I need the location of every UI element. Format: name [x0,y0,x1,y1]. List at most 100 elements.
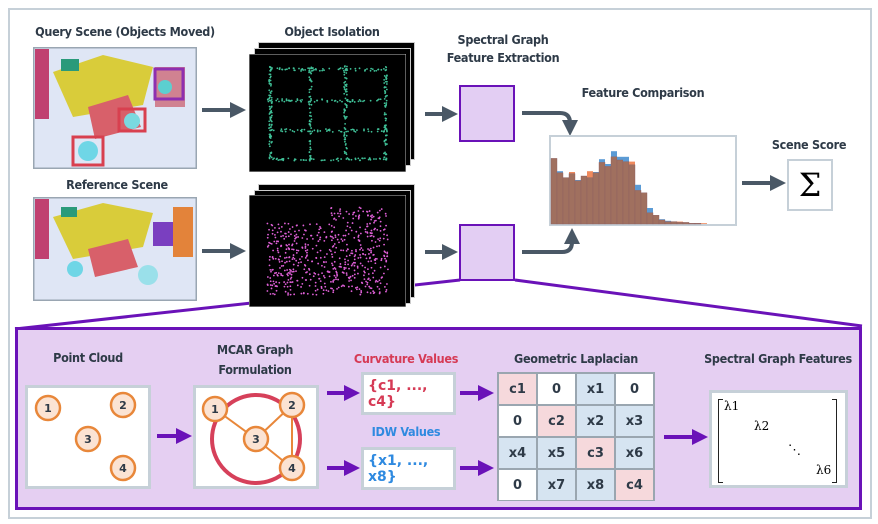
spectral-feature-box-reference [459,224,515,281]
point [310,118,313,121]
idw-set: {x1, ..., x8} [368,452,429,485]
mcar-ring [210,393,302,485]
point [379,282,382,285]
point [295,236,298,239]
point [385,83,388,85]
point [368,210,371,212]
point [377,238,379,241]
point [343,266,346,269]
point [369,222,371,225]
point [300,286,302,288]
laplacian-cell: x8 [577,470,614,500]
point [355,250,357,253]
point [349,226,351,229]
point [366,281,369,284]
point [354,254,357,256]
point [284,232,287,235]
point [284,261,286,264]
point [345,272,348,275]
point [296,284,299,287]
point [310,115,313,118]
point [385,99,388,102]
point [304,229,306,232]
point [282,264,285,267]
point [283,281,286,283]
point [385,103,388,106]
point [366,235,369,238]
point [336,157,339,160]
point [294,230,296,233]
histogram-bar-diff [677,221,683,223]
point [313,100,316,103]
point [344,103,347,105]
point [384,212,387,215]
point [364,266,366,269]
point [276,274,279,277]
point [357,215,360,218]
point [271,269,273,271]
point [287,274,289,277]
point [317,240,320,243]
point [345,134,348,137]
point [297,261,300,264]
point [387,268,389,271]
point [268,156,271,159]
point [281,158,284,160]
point [310,69,313,72]
point [366,225,368,228]
point [345,250,348,252]
sigma-icon: Σ [798,166,822,204]
point [376,99,379,101]
point [355,230,358,233]
point [366,231,369,234]
point [331,262,333,265]
point [342,271,344,274]
point [386,234,388,237]
point [308,91,311,94]
point [323,256,326,259]
point [348,254,351,257]
point [268,96,271,99]
point [302,159,305,161]
point [289,128,292,131]
point [292,67,295,70]
point [328,275,331,278]
point [386,238,389,241]
point [334,234,337,237]
point [354,131,357,133]
point [309,111,312,114]
point [303,233,305,236]
point [293,130,296,133]
point [371,216,373,219]
point [323,266,326,268]
curvature-label: Curvature Values [353,351,459,366]
point [295,233,298,236]
query-scene-image [33,47,197,169]
point [270,242,273,245]
point [278,227,281,230]
point [331,235,333,238]
point [328,248,331,251]
point [339,265,342,268]
point [345,158,348,160]
point [274,257,277,260]
point [343,65,346,68]
point [353,236,356,239]
point [270,124,273,126]
point [270,84,272,87]
histogram-bar-diff [635,184,641,191]
point [383,233,385,236]
point [358,239,361,242]
point [343,133,346,135]
point [269,79,272,82]
point [380,130,383,132]
point [383,98,386,100]
point [277,159,280,162]
point [370,130,373,133]
point [310,80,313,83]
point [316,130,319,133]
point [346,225,349,228]
point [352,217,355,220]
spectral-features-label: Spectral Graph Features [704,351,852,366]
